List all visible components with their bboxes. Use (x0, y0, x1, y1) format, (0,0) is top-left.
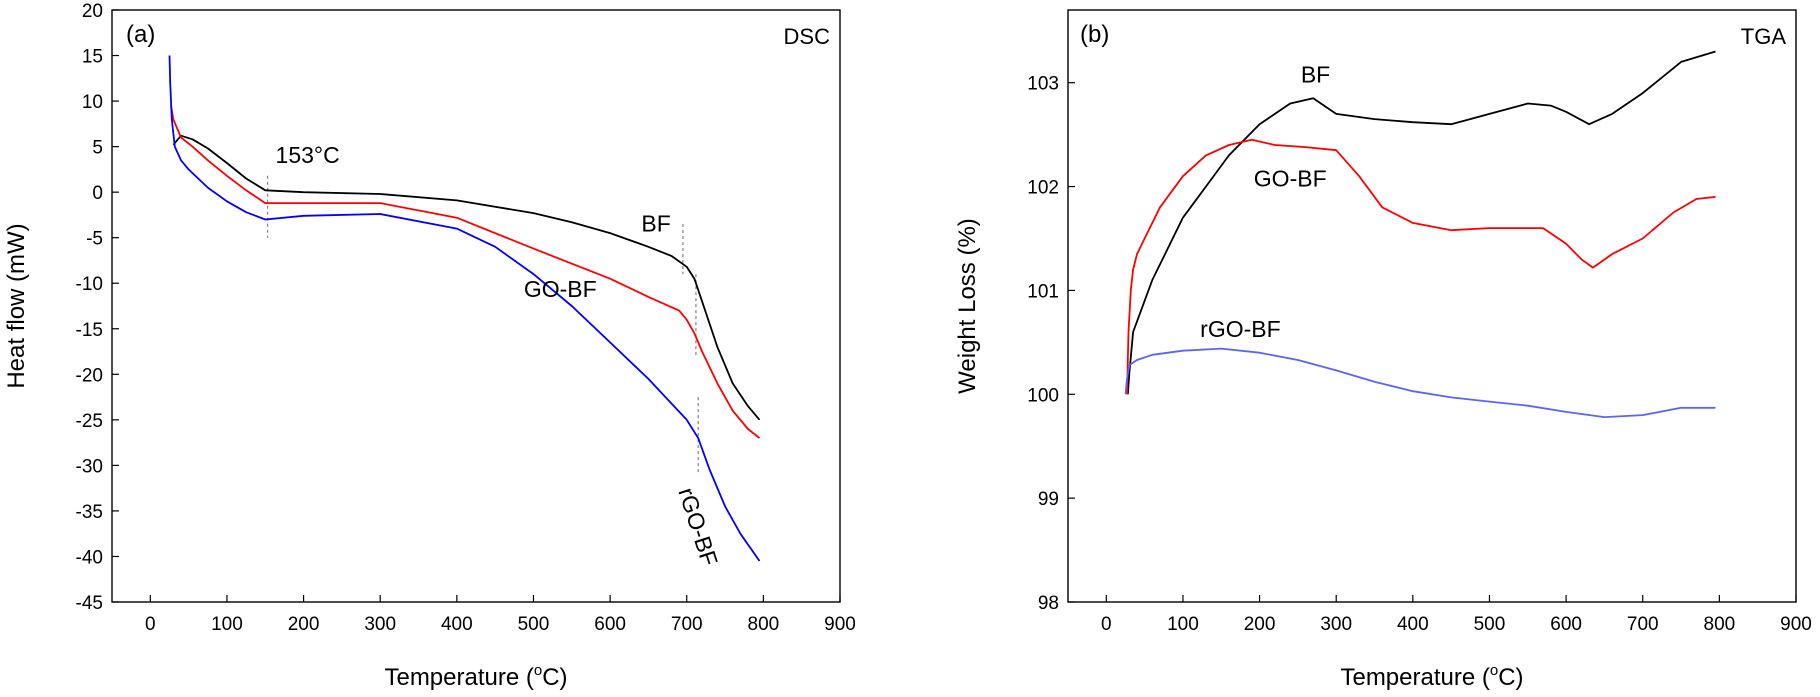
tga-y-axis-title: Weight Loss (%) (954, 218, 981, 394)
dsc-y-tick-label: 15 (82, 47, 103, 68)
tga-x-ticks: 0 100 200 300 400 500 600 700 800 900 (1101, 595, 1812, 635)
dsc-y-tick-label: -5 (86, 229, 103, 250)
tga-corner-label: TGA (1741, 24, 1787, 49)
tga-series-label-bf: BF (1301, 62, 1330, 88)
dsc-x-tick-label: 300 (364, 614, 396, 635)
tga-y-tick-label: 101 (1027, 281, 1059, 302)
dsc-y-tick-label: -40 (76, 547, 103, 568)
dsc-corner-label: DSC (784, 24, 831, 49)
tga-series-bf (1126, 50, 1716, 395)
dsc-x-tick-label: 500 (518, 614, 550, 635)
dsc-y-tick-label: -45 (76, 593, 103, 614)
dsc-y-tick-label: -25 (76, 411, 103, 432)
dsc-x-tick-label: 100 (211, 614, 243, 635)
dsc-y-tick-label: 20 (82, 1, 103, 22)
tga-x-tick-label: 600 (1550, 614, 1582, 635)
dsc-x-tick-label: 900 (824, 614, 856, 635)
dsc-series-go-bf (170, 105, 761, 439)
dsc-x-tick-label: 200 (288, 614, 320, 635)
tga-series-go-bf (1126, 138, 1716, 395)
tga-panel-tag: (b) (1080, 21, 1109, 48)
dsc-series-label-go-bf: GO-BF (524, 276, 597, 302)
dsc-plot-frame (111, 9, 841, 603)
tga-series (1124, 50, 1716, 419)
tga-series-label-go-bf: GO-BF (1254, 166, 1327, 192)
tga-y-tick-label: 103 (1027, 74, 1059, 95)
dsc-x-tick-label: 600 (594, 614, 626, 635)
tga-x-tick-label: 400 (1397, 614, 1429, 635)
dsc-markers (266, 175, 699, 475)
dsc-panel-tag: (a) (126, 21, 155, 48)
tga-x-tick-label: 200 (1244, 614, 1276, 635)
tga-x-tick-label: 100 (1167, 614, 1199, 635)
dsc-y-tick-label: -30 (76, 456, 103, 477)
dsc-panel: 0 100 200 300 400 500 600 700 800 900 20 15 10 5 0 -5 -… (3, 1, 856, 691)
tga-x-tick-label: 500 (1474, 614, 1506, 635)
tga-y-ticks: 103 102 101 100 99 98 (1027, 74, 1075, 614)
dsc-series-label-bf: BF (641, 210, 670, 236)
dsc-y-tick-label: -20 (76, 365, 103, 386)
tga-x-axis-title: Temperature (oC) (1340, 662, 1523, 691)
tga-plot-frame (1067, 9, 1797, 603)
tga-x-tick-label: 800 (1704, 614, 1736, 635)
dsc-x-tick-label: 400 (441, 614, 473, 635)
dsc-y-tick-label: 0 (92, 183, 103, 204)
tga-series-rgo-bf (1124, 347, 1716, 419)
tga-x-tick-label: 900 (1780, 614, 1812, 635)
dsc-x-ticks: 0 100 200 300 400 500 600 700 800 900 (145, 595, 856, 635)
dsc-y-ticks: 20 15 10 5 0 -5 -10 -15 -20 -25 -30 -35 -40 -45 (76, 1, 119, 614)
dsc-series-rgo-bf (168, 55, 761, 562)
tga-panel: 0 100 200 300 400 500 600 700 800 900 10310210110… (954, 9, 1812, 691)
tga-y-tick-label: 98 (1038, 593, 1059, 614)
dsc-x-tick-label: 700 (671, 614, 703, 635)
tga-x-tick-label: 300 (1320, 614, 1352, 635)
tga-y-tick-label: 99 (1038, 489, 1059, 510)
tga-x-tick-label: 0 (1101, 614, 1112, 635)
dsc-y-tick-label: -15 (76, 320, 103, 341)
tga-series-labels: BF GO-BF rGO-BF (1200, 62, 1330, 342)
dsc-series-label-rgo-bf: rGO-BF (673, 484, 723, 569)
dsc-x-axis-title: Temperature (oC) (384, 662, 567, 691)
dsc-y-tick-label: 5 (92, 138, 103, 159)
tga-y-tick-label: 100 (1027, 385, 1059, 406)
dsc-annotation-153c: 153°C (276, 142, 340, 168)
dsc-y-axis-title: Heat flow (mW) (3, 223, 30, 388)
dsc-y-tick-label: -10 (76, 274, 103, 295)
dsc-y-tick-label: -35 (76, 502, 103, 523)
dsc-series (168, 55, 761, 562)
dsc-x-tick-label: 800 (748, 614, 780, 635)
dsc-x-tick-label: 0 (145, 614, 156, 635)
tga-series-label-rgo-bf: rGO-BF (1200, 316, 1281, 342)
dsc-y-tick-label: 10 (82, 92, 103, 113)
tga-y-tick-label: 102 (1027, 178, 1059, 199)
dsc-series-labels: BF GO-BF rGO-BF (524, 210, 723, 569)
tga-x-tick-label: 700 (1627, 614, 1659, 635)
dsc-series-bf (172, 134, 761, 421)
